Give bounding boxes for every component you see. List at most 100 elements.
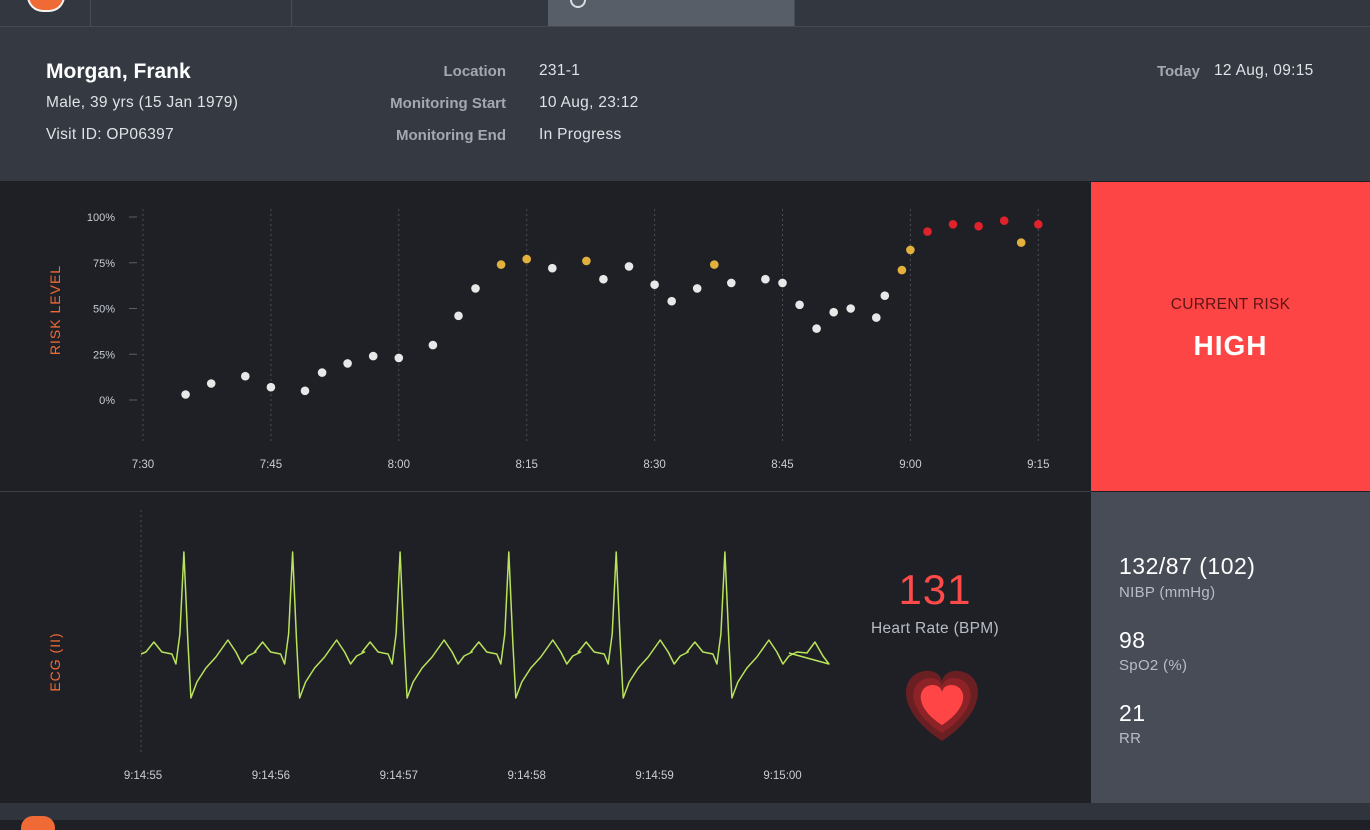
risk-data-point (624, 262, 634, 271)
risk-data-point (778, 278, 787, 288)
ecg-y-axis-label: ECG (II) (47, 632, 63, 691)
risk-data-point (368, 351, 378, 361)
risk-data-point (522, 254, 531, 264)
risk-y-tick-label: 100% (87, 212, 115, 224)
risk-data-point (974, 221, 983, 231)
nav-tab-1[interactable] (91, 0, 291, 26)
risk-data-point (428, 340, 438, 350)
risk-data-point (846, 304, 855, 313)
spo2-label: SpO2 (%) (1119, 657, 1188, 674)
nav-divider (90, 0, 91, 26)
bottom-bar (0, 803, 1370, 830)
risk-data-point (496, 260, 506, 269)
risk-x-tick-label: 8:00 (388, 459, 410, 471)
risk-y-tick-label: 25% (93, 349, 115, 361)
location-label: Location (443, 63, 507, 80)
risk-data-point (906, 245, 915, 255)
risk-x-tick-label: 7:45 (260, 459, 282, 471)
risk-data-point (829, 307, 838, 317)
rr-label: RR (1119, 730, 1142, 747)
risk-data-point (880, 291, 890, 300)
risk-data-point (343, 359, 352, 368)
location-value: 231-1 (539, 62, 581, 79)
risk-data-point (394, 353, 404, 363)
ecg-chart: 9:14:55 9:14:56 9:14:57 9:14:58 9:14:59 9:15:… (47, 510, 978, 782)
risk-data-point (317, 368, 327, 377)
risk-x-tick-label: 8:45 (771, 459, 793, 471)
risk-y-axis-label: RISK LEVEL (47, 265, 63, 355)
monitoring-start-label: Monitoring Start (390, 95, 506, 112)
risk-data-point (812, 324, 821, 333)
today-value: 12 Aug, 09:15 (1214, 62, 1314, 79)
nibp-value: 132/87 (102) (1119, 553, 1256, 579)
ecg-panel: 9:14:55 9:14:56 9:14:57 9:14:58 9:14:59 9:15:… (0, 492, 1091, 803)
risk-data-point (667, 296, 676, 306)
risk-y-tick-label: 75% (93, 258, 115, 270)
heart-rate-label: Heart Rate (BPM) (871, 620, 999, 637)
ecg-x-tick-label: 9:14:58 (508, 770, 546, 782)
risk-data-point (181, 390, 190, 399)
risk-data-point (923, 227, 932, 236)
logo-icon[interactable] (21, 816, 55, 830)
current-risk-value: HIGH (1193, 330, 1268, 361)
risk-data-point (266, 382, 276, 392)
risk-data-point (650, 280, 659, 289)
risk-data-point (1016, 238, 1026, 247)
risk-data-point (548, 263, 557, 273)
vitals-panel: 132/87 (102) NIBP (mmHg) 98 SpO2 (%) 21 … (1091, 492, 1370, 803)
risk-data-point (599, 274, 608, 284)
current-risk-panel: CURRENT RISK HIGH (1091, 182, 1370, 491)
risk-data-point (795, 300, 804, 310)
heart-icon (906, 670, 978, 741)
rr-value: 21 (1119, 700, 1146, 726)
risk-x-tick-label: 9:00 (899, 459, 921, 471)
circle-icon (570, 0, 586, 8)
section-divider (0, 491, 1091, 492)
risk-data-point (727, 278, 736, 288)
patient-demographics: Male, 39 yrs (15 Jan 1979) (46, 94, 239, 111)
monitoring-start-value: 10 Aug, 23:12 (539, 94, 639, 111)
risk-data-point (300, 386, 310, 396)
risk-chart-panel: 0% 25% 50% 75% 100% 7:30 7:45 8:00 8:15 8:30 8:45… (0, 182, 1091, 491)
risk-data-point (710, 260, 719, 269)
risk-data-point (872, 313, 881, 322)
today-label: Today (1156, 63, 1200, 80)
nav-divider (794, 0, 795, 26)
risk-x-tick-label: 9:15 (1027, 459, 1049, 471)
nav-tab-active[interactable] (548, 0, 794, 26)
heart-rate-value: 131 (898, 566, 972, 613)
ecg-x-tick-label: 9:14:59 (635, 770, 673, 782)
risk-x-tick-label: 8:30 (643, 459, 665, 471)
top-navigation-bar (0, 0, 1370, 27)
nav-tab-2[interactable] (292, 0, 548, 26)
visit-id: Visit ID: OP06397 (46, 126, 175, 143)
monitoring-end-value: In Progress (539, 126, 622, 143)
nibp-label: NIBP (mmHg) (1119, 584, 1216, 601)
shield-logo-icon[interactable] (27, 0, 65, 12)
risk-data-point (761, 274, 770, 284)
risk-data-point (1034, 220, 1043, 229)
ecg-x-tick-label: 9:14:57 (380, 770, 418, 782)
current-risk-title: CURRENT RISK (1170, 296, 1291, 313)
monitoring-end-label: Monitoring End (396, 127, 506, 144)
risk-data-point (582, 256, 591, 266)
patient-header: Morgan, Frank Male, 39 yrs (15 Jan 1979)… (0, 27, 1370, 181)
risk-data-point (241, 371, 250, 381)
risk-level-chart: 0% 25% 50% 75% 100% 7:30 7:45 8:00 8:15 8:30 8:45… (47, 209, 1049, 471)
nav-divider (291, 0, 292, 26)
risk-data-point (897, 265, 907, 275)
ecg-trace-line (140, 551, 830, 699)
risk-x-tick-label: 8:15 (516, 459, 538, 471)
risk-data-point (206, 379, 216, 388)
risk-data-point (948, 220, 958, 229)
risk-data-point (692, 284, 702, 293)
risk-x-tick-label: 7:30 (132, 459, 154, 471)
risk-data-point (471, 284, 480, 293)
ecg-x-tick-label: 9:14:56 (252, 770, 290, 782)
risk-data-point (454, 311, 463, 321)
ecg-x-tick-label: 9:14:55 (124, 770, 162, 782)
risk-data-point (999, 216, 1009, 225)
risk-y-tick-label: 0% (99, 395, 115, 407)
ecg-x-tick-label: 9:15:00 (763, 770, 801, 782)
patient-name: Morgan, Frank (46, 60, 191, 83)
